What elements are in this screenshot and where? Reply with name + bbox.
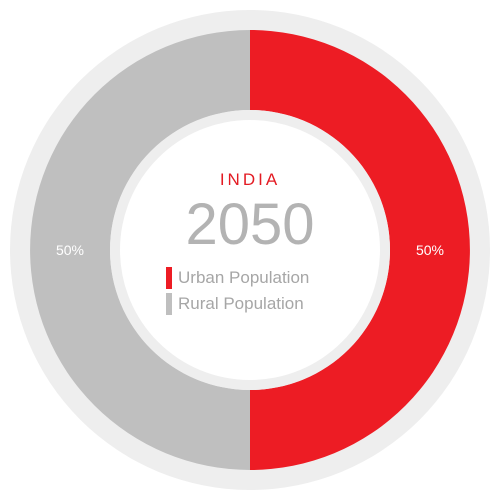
slice-label-rural: 50%	[56, 242, 84, 258]
slice-rural	[30, 30, 251, 470]
donut-hole	[120, 120, 380, 380]
slice-urban	[250, 30, 470, 470]
slice-label-urban: 50%	[416, 242, 444, 258]
